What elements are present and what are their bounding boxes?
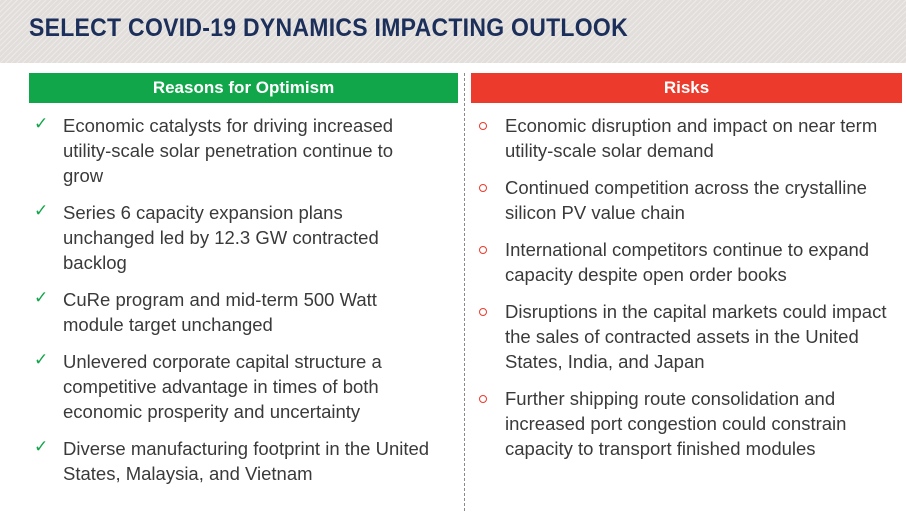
- risk-item-text: Economic disruption and impact on near t…: [505, 115, 878, 161]
- optimism-item-text: Series 6 capacity expansion plans unchan…: [63, 202, 379, 273]
- optimism-item: ✓ CuRe program and mid-term 500 Watt mod…: [34, 287, 434, 337]
- optimism-item-text: Economic catalysts for driving increased…: [63, 115, 394, 186]
- risks-list: Economic disruption and impact on near t…: [476, 113, 901, 473]
- check-icon: ✓: [34, 114, 49, 134]
- optimism-item: ✓ Unlevered corporate capital structure …: [34, 349, 434, 424]
- check-icon: ✓: [34, 201, 49, 221]
- optimism-item: ✓ Economic catalysts for driving increas…: [34, 113, 434, 188]
- risk-item-text: International competitors continue to ex…: [505, 239, 870, 285]
- check-icon: ✓: [34, 437, 49, 457]
- hollow-circle-icon: [479, 246, 487, 254]
- optimism-item: ✓ Series 6 capacity expansion plans unch…: [34, 200, 434, 275]
- optimism-item-text: Unlevered corporate capital structure a …: [63, 351, 382, 422]
- hollow-circle-icon: [479, 122, 487, 130]
- risk-item-text: Continued competition across the crystal…: [505, 177, 867, 223]
- optimism-item: ✓ Diverse manufacturing footprint in the…: [34, 436, 434, 486]
- optimism-list: ✓ Economic catalysts for driving increas…: [34, 113, 434, 498]
- risk-item: Continued competition across the crystal…: [476, 175, 901, 225]
- risk-item-text: Disruptions in the capital markets could…: [505, 301, 887, 372]
- risk-item: Further shipping route consolidation and…: [476, 386, 901, 461]
- hollow-circle-icon: [479, 184, 487, 192]
- hollow-circle-icon: [479, 308, 487, 316]
- check-icon: ✓: [34, 350, 49, 370]
- column-divider: [464, 73, 465, 511]
- title-band: SELECT COVID-19 DYNAMICS IMPACTING OUTLO…: [0, 0, 906, 63]
- risks-header: Risks: [471, 73, 902, 103]
- risk-item: Disruptions in the capital markets could…: [476, 299, 901, 374]
- hollow-circle-icon: [479, 395, 487, 403]
- optimism-item-text: Diverse manufacturing footprint in the U…: [63, 438, 430, 484]
- risk-item: Economic disruption and impact on near t…: [476, 113, 901, 163]
- page-title: SELECT COVID-19 DYNAMICS IMPACTING OUTLO…: [29, 14, 628, 42]
- risk-item-text: Further shipping route consolidation and…: [505, 388, 847, 459]
- optimism-item-text: CuRe program and mid-term 500 Watt modul…: [63, 289, 377, 335]
- check-icon: ✓: [34, 288, 49, 308]
- risk-item: International competitors continue to ex…: [476, 237, 901, 287]
- optimism-header: Reasons for Optimism: [29, 73, 458, 103]
